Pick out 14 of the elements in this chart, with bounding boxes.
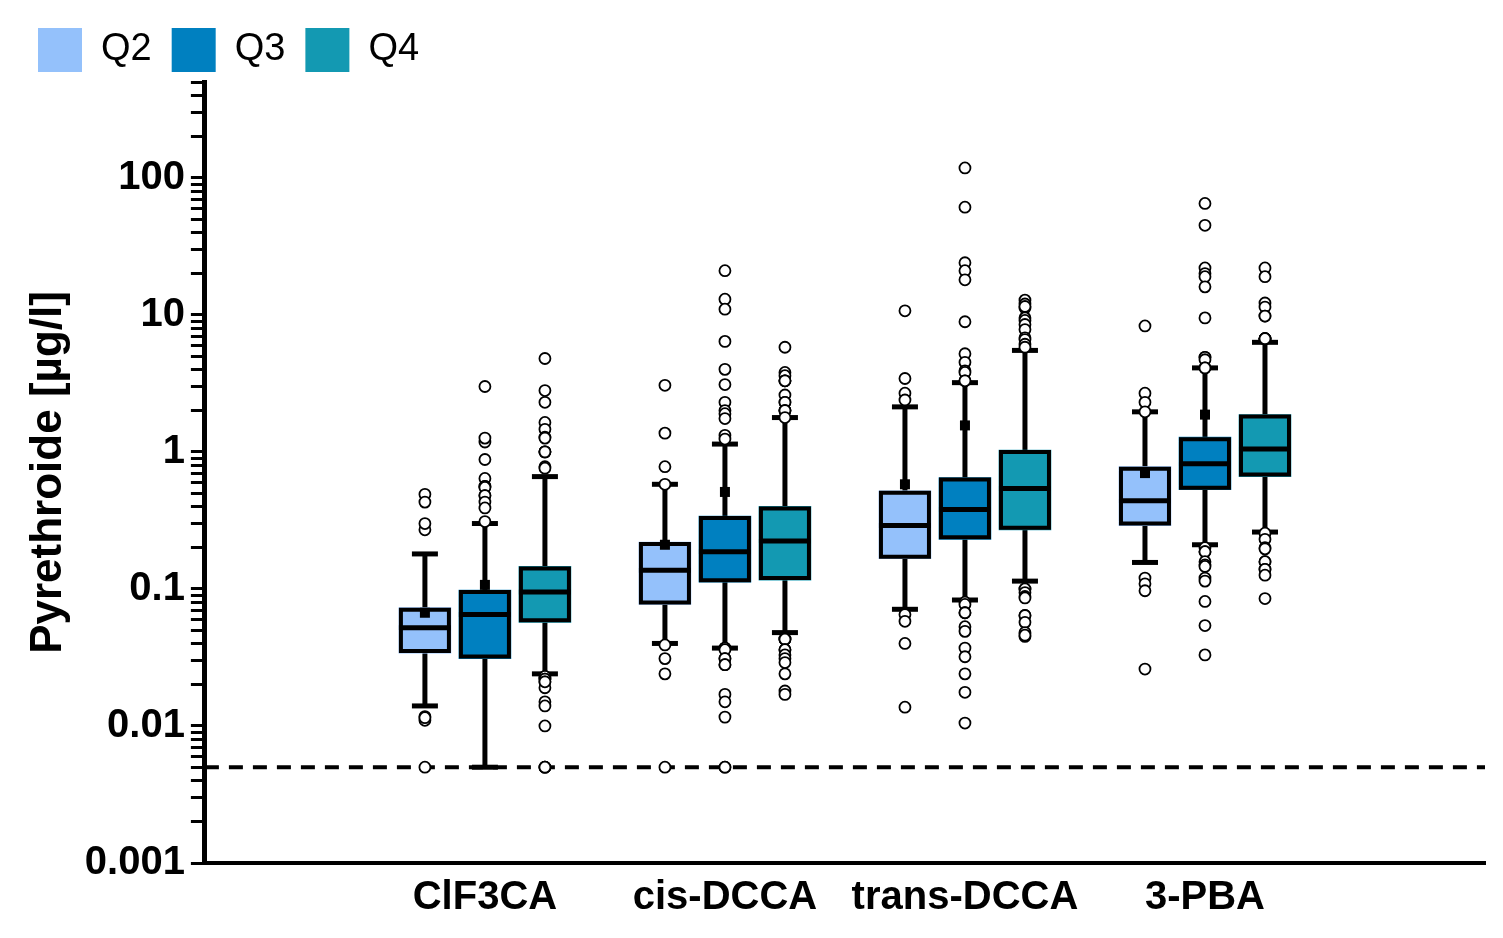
- y-tick-label: 0.001: [84, 838, 185, 883]
- legend-label: Q2: [101, 26, 152, 69]
- y-tick-label: 100: [118, 152, 185, 197]
- x-tick-label: ClF3CA: [412, 873, 558, 918]
- x-tick-label: 3-PBA: [1144, 873, 1265, 918]
- legend-label: Q4: [368, 26, 420, 69]
- legend-label: Q3: [234, 26, 286, 69]
- x-tick-label: cis-DCCA: [632, 873, 818, 918]
- y-tick-label: 10: [140, 289, 185, 334]
- y-tick-label: 0.01: [107, 700, 185, 745]
- y-axis-title: Pyrethroide [µg/l]: [20, 291, 70, 654]
- y-tick-label: 0.1: [129, 563, 185, 608]
- x-tick-label: trans-DCCA: [851, 873, 1079, 918]
- y-tick-label: 1: [162, 426, 185, 471]
